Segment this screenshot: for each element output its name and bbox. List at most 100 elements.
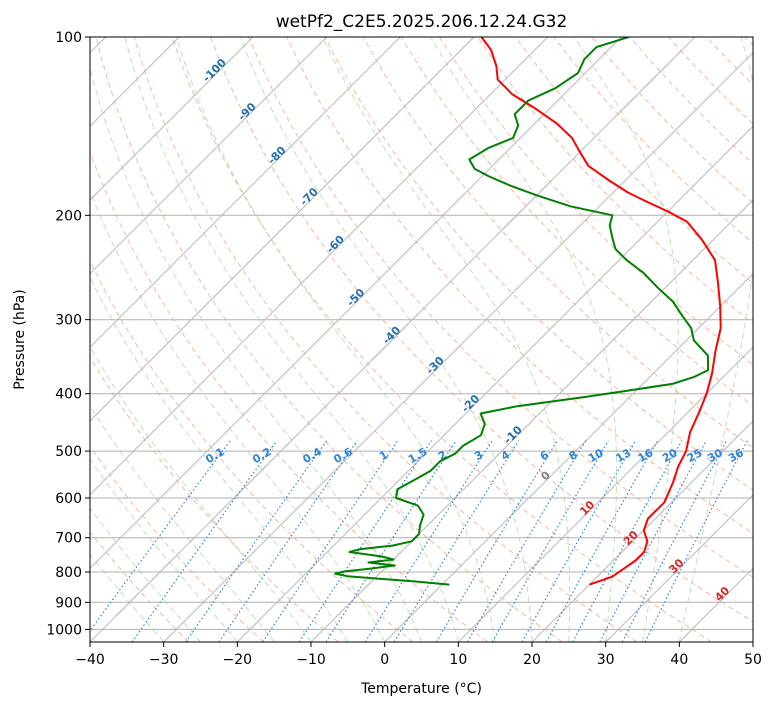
chart-title: wetPf2_C2E5.2025.206.12.24.G32 — [276, 12, 568, 32]
isotherm-line — [90, 37, 475, 422]
x-tick-label: 30 — [597, 652, 615, 668]
dry-adiabat — [515, 37, 753, 284]
dry-adiabat — [248, 37, 753, 578]
isotherm-line — [457, 346, 753, 642]
moist-adiabat — [90, 507, 201, 642]
isotherm-line — [90, 37, 549, 496]
isotherm-line — [531, 420, 753, 642]
mixing-ratio-label: 4 — [499, 448, 512, 463]
dry-adiabat — [90, 150, 488, 642]
x-axis-ticks: −40 −30 −20 −10 0 10 20 30 40 50 — [75, 642, 762, 668]
moist-adiabat — [175, 37, 496, 642]
mixing-ratio-line — [491, 440, 609, 642]
dewpoint-profile — [334, 37, 710, 586]
mixing-ratio-line — [262, 440, 399, 642]
profiles — [334, 37, 722, 586]
x-tick-label: 50 — [744, 652, 762, 668]
mixing-ratio-line — [621, 440, 728, 642]
isotherm-label: -10 — [502, 423, 525, 446]
x-tick-label: 0 — [380, 652, 389, 668]
isotherm-label: -70 — [298, 185, 321, 208]
moist-adiabat — [90, 405, 275, 642]
isotherm-line — [90, 37, 328, 275]
x-tick-label: −10 — [296, 652, 326, 668]
dry-adiabat — [133, 37, 638, 642]
mixing-ratio-line — [572, 440, 683, 642]
dry-adiabat — [706, 37, 753, 86]
mixing-ratio-label: 0.6 — [331, 445, 355, 466]
mixing-ratio-label: 0.2 — [250, 445, 273, 466]
moist-adiabat — [124, 37, 459, 642]
mixing-ratio-label: 10 — [586, 446, 606, 465]
dry-adiabat — [668, 37, 753, 125]
mixing-ratio-line — [521, 440, 637, 642]
y-tick-label: 700 — [55, 531, 82, 547]
x-tick-label: −40 — [75, 652, 105, 668]
x-tick-label: 40 — [670, 652, 688, 668]
mixing-ratio-line — [90, 440, 231, 632]
dry-adiabat — [400, 37, 753, 407]
plot-frame — [89, 36, 754, 643]
mixing-ratio-line — [435, 440, 558, 642]
dry-adiabat — [90, 445, 264, 642]
y-tick-label: 100 — [55, 30, 82, 46]
isotherm-label: -60 — [324, 232, 347, 255]
isotherm-label: 30 — [666, 556, 686, 576]
isotherm-label: 10 — [577, 498, 597, 518]
y-tick-label: 1000 — [46, 622, 82, 638]
dry-adiabat — [744, 37, 753, 47]
mixing-ratio-label: 6 — [538, 448, 551, 463]
temperature-profile — [480, 37, 722, 586]
dry-adiabat — [90, 531, 190, 642]
isotherm-line — [90, 37, 622, 570]
isotherm-label: -40 — [380, 324, 403, 347]
mixing-ratio-label: 0.1 — [203, 445, 226, 466]
dry-adiabat — [553, 37, 753, 244]
moist-adiabat — [90, 276, 349, 642]
mixing-ratio-label: 25 — [685, 446, 705, 465]
isotherm-line — [90, 37, 401, 349]
moist-adiabat — [678, 37, 753, 642]
mixing-ratio-label: 1.5 — [406, 445, 429, 466]
y-tick-label: 500 — [55, 444, 82, 460]
y-tick-label: 300 — [55, 313, 82, 329]
moist-adiabat — [90, 65, 422, 642]
moist-adiabat — [90, 553, 165, 642]
moist-adiabat — [90, 189, 386, 642]
mixing-ratio-line — [466, 440, 587, 642]
plot-area: -100-90-80-70-60-50-40-30-20-10010203040… — [90, 37, 753, 642]
y-tick-label: 600 — [55, 491, 82, 507]
isotherm-line — [384, 272, 753, 642]
dry-adiabat — [90, 356, 339, 642]
moist-adiabat — [90, 345, 312, 642]
x-tick-label: 20 — [523, 652, 541, 668]
y-tick-label: 900 — [55, 595, 82, 611]
dry-adiabat — [210, 37, 753, 623]
moist-adiabat — [239, 37, 533, 642]
isotherm-label: -80 — [265, 144, 288, 167]
y-tick-label: 800 — [55, 565, 82, 581]
y-tick-label: 400 — [55, 387, 82, 403]
isotherm-line — [605, 493, 753, 642]
mixing-ratio-line — [185, 440, 328, 642]
isotherm-label: 40 — [712, 584, 732, 604]
mixing-ratio-line — [599, 440, 707, 642]
mixing-ratio-line — [644, 440, 748, 642]
dry-adiabat — [95, 37, 563, 642]
dry-adiabat — [171, 37, 712, 642]
moist-adiabat — [90, 458, 238, 642]
y-axis-label: Pressure (hPa) — [12, 289, 28, 389]
isotherm-label: -30 — [424, 354, 447, 377]
x-tick-label: −30 — [149, 652, 179, 668]
y-axis-ticks: 100 200 300 400 500 600 700 800 900 1000 — [46, 30, 90, 638]
dry-adiabat — [591, 37, 753, 204]
isotherm-line — [752, 641, 753, 642]
moist-adiabat — [574, 37, 679, 642]
isotherm-label: -20 — [459, 392, 482, 415]
mixing-ratio-label: 20 — [660, 446, 680, 465]
mixing-ratio-line — [393, 440, 520, 642]
mixing-ratio-line — [131, 440, 278, 642]
mixing-ratio-line — [545, 440, 659, 642]
moist-adiabat — [430, 37, 617, 642]
